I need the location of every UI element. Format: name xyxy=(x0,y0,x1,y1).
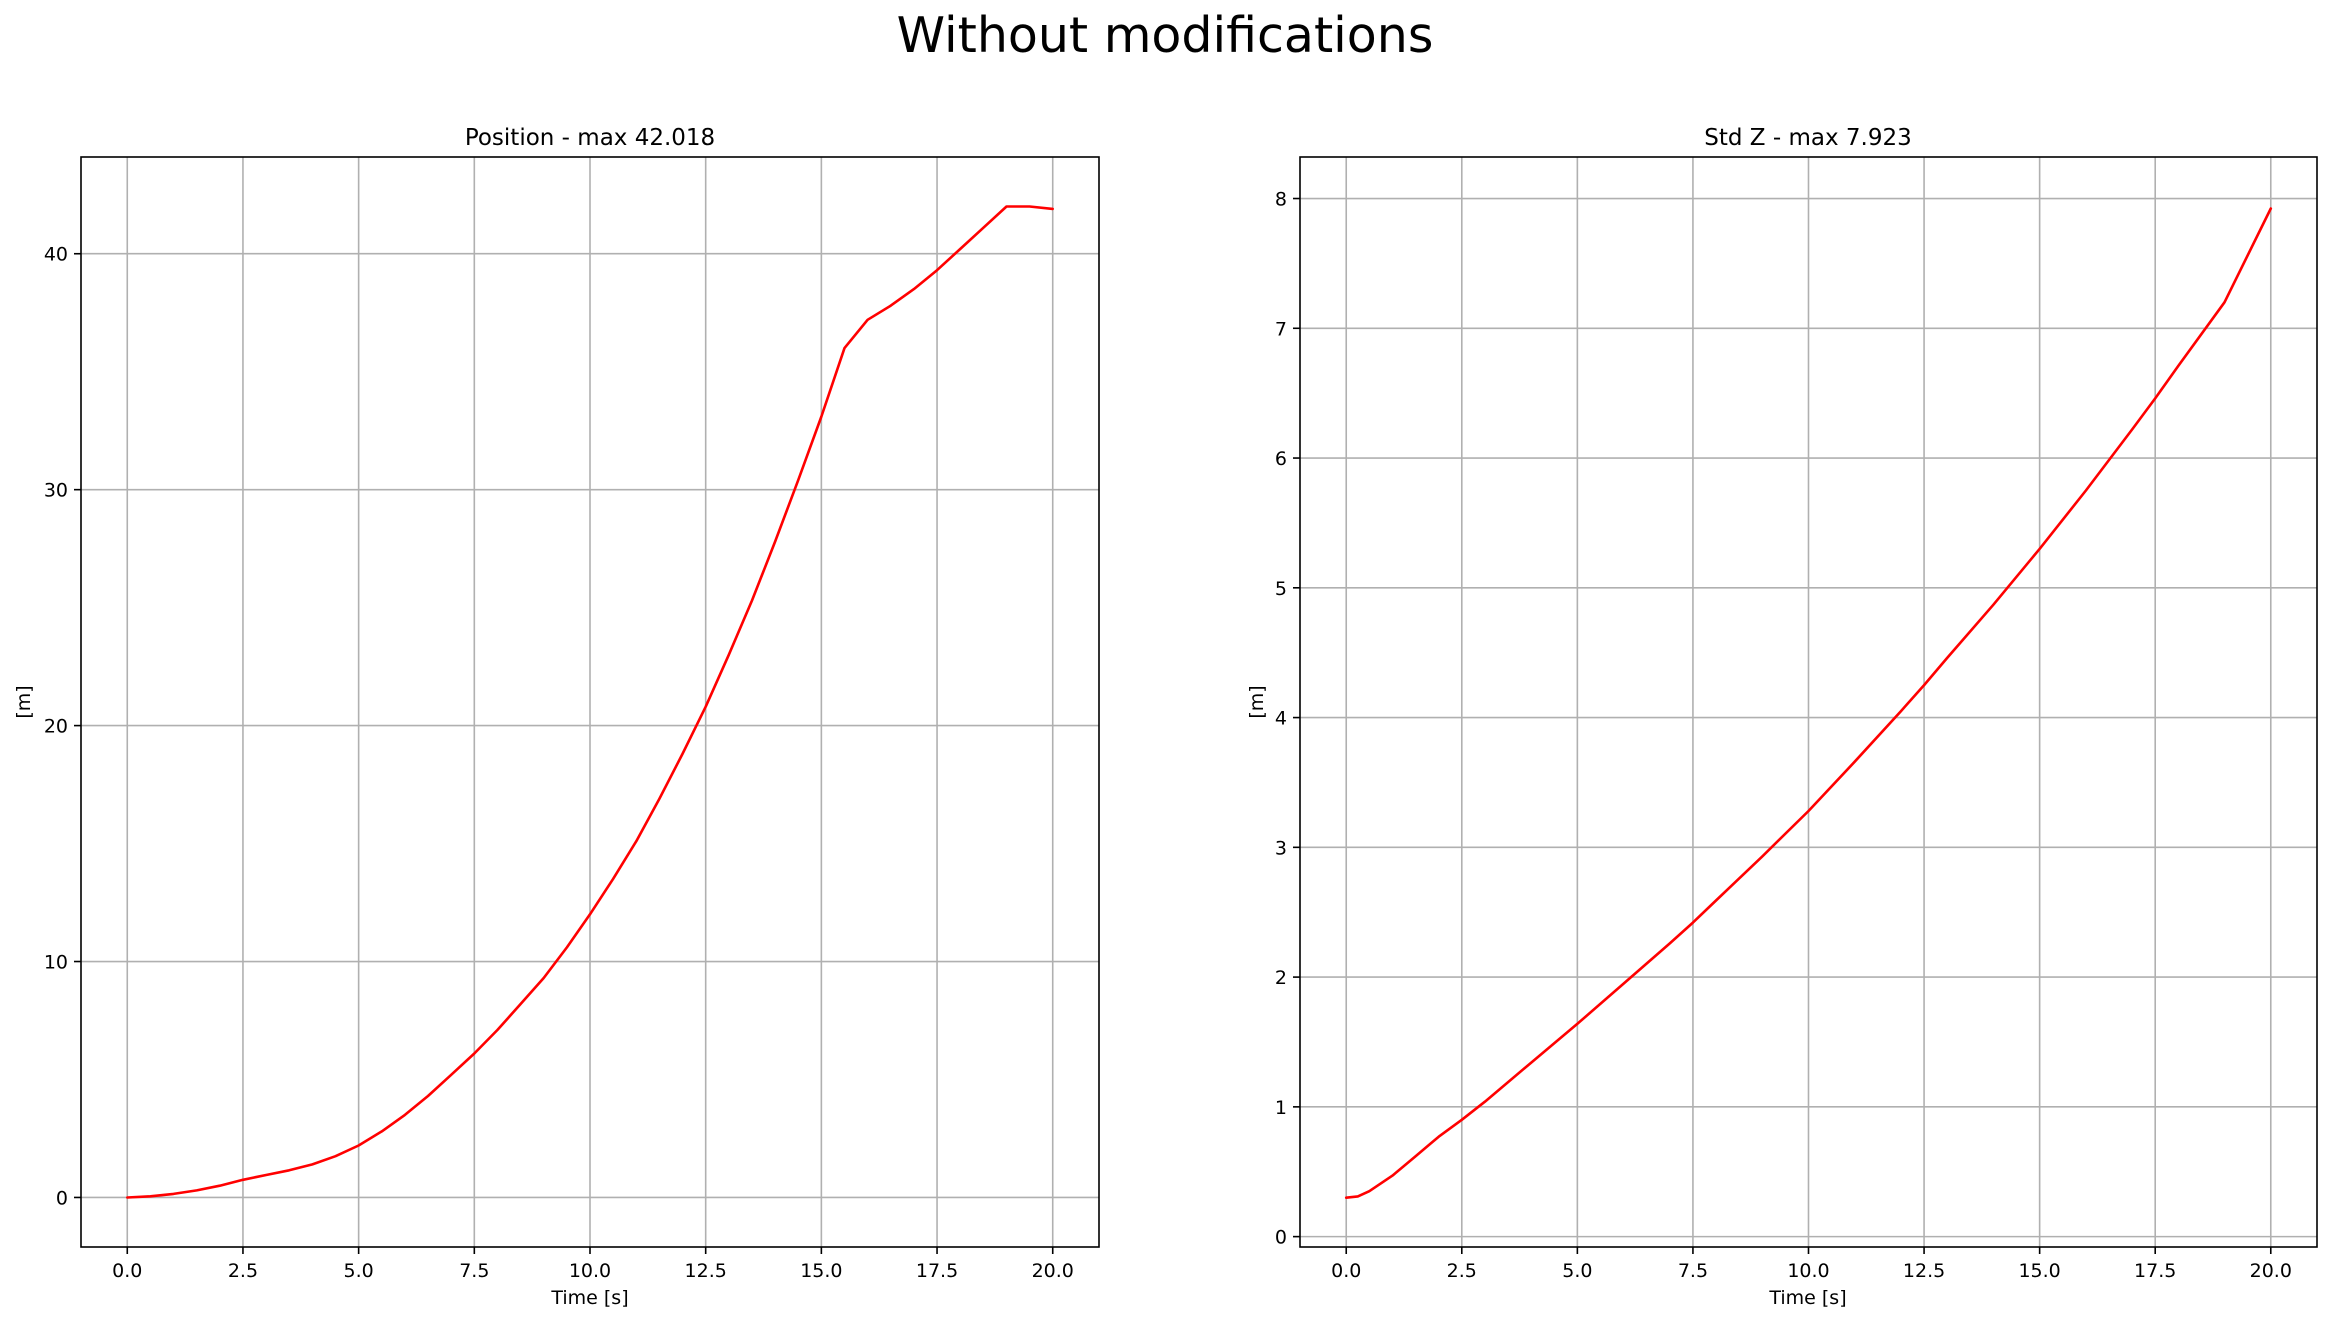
x-tick-label: 7.5 xyxy=(459,1260,489,1282)
y-tick-label: 7 xyxy=(1275,318,1287,340)
x-axis-label: Time [s] xyxy=(1768,1287,1846,1309)
ticks: 0.0 2.5 5.0 7.5 10.0 12.5 15.0 17.5 20.0 0 1 2 3 4 5 6 7… xyxy=(1275,189,2292,1282)
y-tick-label: 2 xyxy=(1275,967,1287,989)
x-tick-label: 7.5 xyxy=(1678,1260,1708,1282)
grid xyxy=(1300,157,2317,1247)
x-tick-label: 12.5 xyxy=(685,1260,727,1282)
x-tick-label: 15.0 xyxy=(800,1260,842,1282)
x-tick-label: 20.0 xyxy=(2250,1260,2292,1282)
y-tick-label: 6 xyxy=(1275,448,1287,470)
y-tick-label: 0 xyxy=(1275,1227,1287,1249)
std-z-panel: Std Z - max 7.923 0.0 2.5 5.0 7.5 10.0 12.5 15… xyxy=(1246,125,2318,1309)
x-tick-label: 0.0 xyxy=(112,1260,142,1282)
panel-title: Position - max 42.018 xyxy=(465,125,715,151)
x-tick-label: 17.5 xyxy=(916,1260,958,1282)
y-tick-label: 3 xyxy=(1275,837,1287,859)
x-tick-label: 10.0 xyxy=(1787,1260,1829,1282)
x-tick-label: 20.0 xyxy=(1032,1260,1074,1282)
x-tick-label: 0.0 xyxy=(1331,1260,1361,1282)
y-tick-label: 20 xyxy=(44,716,68,738)
figure-title: Without modifications xyxy=(897,7,1434,64)
panel-title: Std Z - max 7.923 xyxy=(1704,125,1911,151)
x-tick-label: 10.0 xyxy=(569,1260,611,1282)
y-tick-label: 5 xyxy=(1275,578,1287,600)
grid xyxy=(81,157,1099,1247)
x-axis-label: Time [s] xyxy=(550,1287,628,1309)
y-tick-label: 30 xyxy=(44,480,68,502)
y-tick-label: 0 xyxy=(56,1187,68,1209)
y-axis-label: [m] xyxy=(1246,685,1268,718)
y-axis-label: [m] xyxy=(13,685,35,718)
x-tick-label: 2.5 xyxy=(228,1260,258,1282)
x-tick-label: 12.5 xyxy=(1903,1260,1945,1282)
series-line xyxy=(126,205,1054,1199)
x-tick-label: 5.0 xyxy=(1562,1260,1592,1282)
ticks: 0.0 2.5 5.0 7.5 10.0 12.5 15.0 17.5 20.0 0 10 20 30 4… xyxy=(44,244,1074,1282)
x-tick-label: 15.0 xyxy=(2018,1260,2060,1282)
y-tick-label: 8 xyxy=(1275,189,1287,211)
y-tick-label: 10 xyxy=(44,952,68,974)
y-tick-label: 40 xyxy=(44,244,68,266)
x-tick-label: 5.0 xyxy=(344,1260,374,1282)
position-panel: Position - max 42.018 0.0 2.5 5.0 7.5 10.0 12… xyxy=(13,125,1100,1309)
series-line xyxy=(1344,207,2273,1199)
x-tick-label: 17.5 xyxy=(2134,1260,2176,1282)
y-tick-label: 1 xyxy=(1275,1097,1287,1119)
y-tick-label: 4 xyxy=(1275,708,1287,730)
x-tick-label: 2.5 xyxy=(1447,1260,1477,1282)
